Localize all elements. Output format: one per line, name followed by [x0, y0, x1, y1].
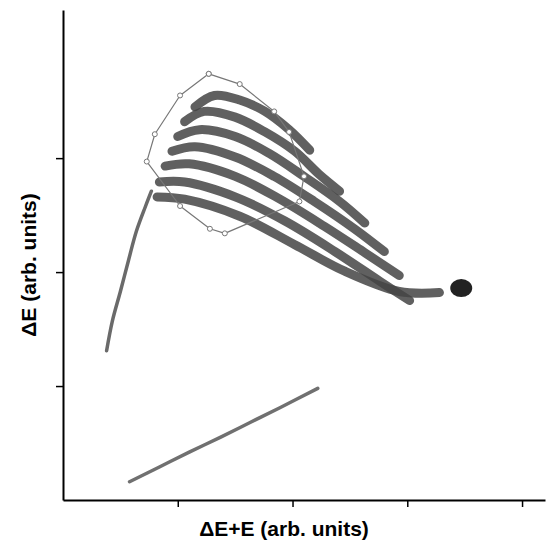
gate-vertex [207, 226, 212, 231]
gate-vertex [287, 129, 292, 134]
tick [293, 500, 294, 507]
gate-vertex [152, 132, 157, 137]
axis-line [64, 500, 546, 502]
gate-vertex [144, 159, 149, 164]
tick-mark [407, 500, 409, 507]
y-axis [56, 11, 64, 501]
band [130, 388, 318, 481]
tick [407, 500, 408, 507]
axis-line [63, 11, 65, 501]
x-axis [64, 500, 546, 507]
tick [56, 272, 63, 273]
plot [56, 11, 546, 508]
band [107, 191, 152, 351]
gate-vertex [272, 109, 277, 114]
tick-mark [56, 386, 63, 388]
tick-mark [522, 500, 524, 507]
gate-vertex [237, 82, 242, 87]
x-axis-title: ΔE+E (arb. units) [199, 517, 369, 540]
gate-vertex [178, 93, 183, 98]
gate-vertex [178, 204, 183, 209]
chart: ΔE+E (arb. units) ΔE (arb. units) [0, 0, 551, 546]
gate-vertex [206, 71, 211, 76]
band [157, 197, 439, 293]
tick-mark [178, 500, 180, 507]
tick-mark [56, 158, 63, 160]
point [450, 279, 472, 297]
tick [522, 500, 523, 507]
gate-vertex [206, 71, 211, 76]
tick-mark [56, 272, 63, 274]
tick-mark [292, 500, 294, 507]
tick [56, 158, 63, 159]
tick [56, 386, 63, 387]
gate-vertex [302, 174, 307, 179]
marks [107, 71, 473, 481]
tick [178, 500, 179, 507]
gate-vertex [222, 231, 227, 236]
gate-polygon [147, 74, 304, 234]
y-axis-title: ΔE (arb. units) [17, 193, 40, 336]
gate-vertex [297, 199, 302, 204]
